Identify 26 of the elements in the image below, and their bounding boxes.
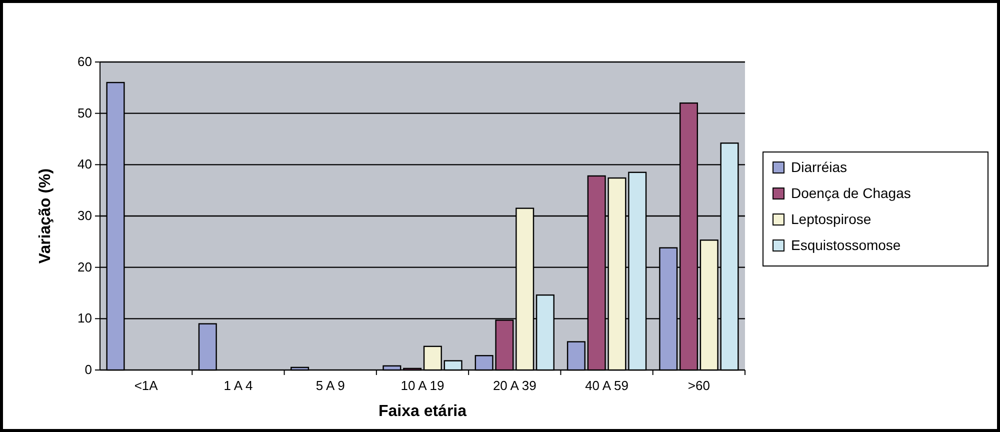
x-tick-label: <1A: [134, 378, 158, 393]
legend-label: Leptospirose: [791, 211, 872, 227]
y-tick-label: 40: [78, 156, 92, 172]
bar: [290, 366, 310, 371]
y-tick-label: 10: [78, 310, 92, 326]
y-tick-label: 30: [78, 208, 92, 223]
bar: [444, 360, 462, 371]
y-tick-label: 50: [78, 105, 92, 120]
y-tick-label: 60: [78, 54, 92, 69]
y-tick-label: 20: [78, 259, 92, 274]
legend-label: Esquistossomose: [791, 237, 901, 253]
bar: [423, 346, 442, 371]
x-tick-label: 5 A 9: [316, 378, 345, 393]
x-tick-label: 20 A 39: [492, 378, 536, 393]
y-axis-title: Variação (%): [37, 168, 54, 264]
legend-label: Doença de Chagas: [791, 185, 911, 201]
x-tick-label: >60: [688, 378, 710, 393]
bar: [198, 323, 217, 371]
x-axis-title: Faixa etária: [378, 403, 467, 420]
bar: [382, 365, 402, 371]
y-tick-label: 0: [84, 362, 92, 377]
legend-label: Diarréias: [791, 159, 848, 175]
bar: [566, 341, 586, 371]
x-tick-label: 1 A 4: [224, 378, 253, 393]
x-tick-label: 10 A 19: [400, 378, 444, 393]
x-tick-label: 40 A 59: [585, 378, 628, 393]
